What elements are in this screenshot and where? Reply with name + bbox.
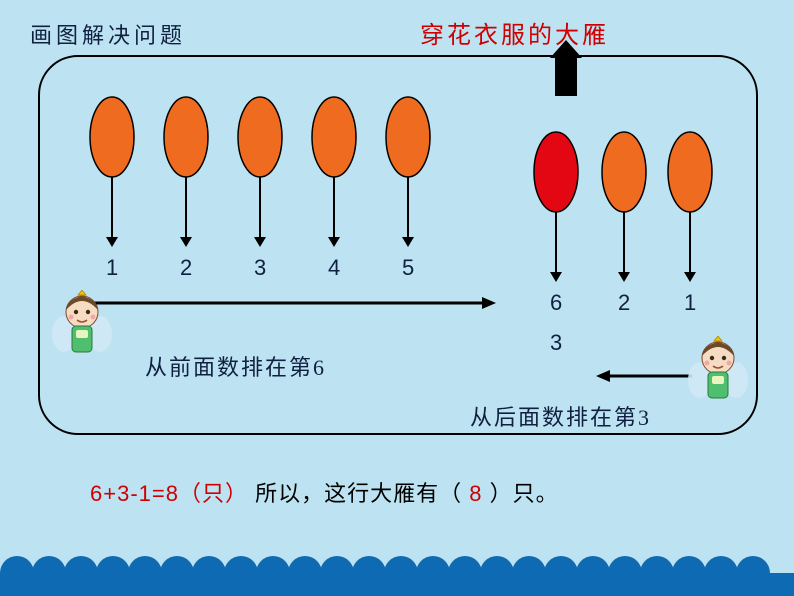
- answer-equation: 6+3-1=8（只）: [90, 481, 248, 506]
- balloon-number-7: 2: [618, 290, 630, 316]
- wave-decoration: [0, 558, 794, 596]
- caption-from-back: 从后面数排在第3: [470, 400, 651, 432]
- right-to-left-arrow-icon: [596, 368, 692, 389]
- balloon-number-5: 5: [402, 255, 414, 281]
- balloon-number-6-second: 3: [550, 330, 562, 356]
- answer-value: 8: [469, 481, 489, 506]
- fairy-right-icon: [686, 336, 750, 411]
- balloon-7: [600, 130, 648, 284]
- balloon-8: [666, 130, 714, 284]
- balloon-3: [236, 95, 284, 249]
- balloon-number-4: 4: [328, 255, 340, 281]
- balloon-6: [532, 130, 580, 284]
- balloon-1: [88, 95, 136, 249]
- answer-tail: ）只。: [490, 481, 559, 506]
- fairy-left-icon: [50, 290, 114, 365]
- up-arrow-icon: [545, 40, 587, 105]
- balloon-number-3: 3: [254, 255, 266, 281]
- left-to-right-arrow-icon: [80, 295, 496, 316]
- balloon-number-1: 1: [106, 255, 118, 281]
- caption-from-front: 从前面数排在第6: [145, 350, 326, 382]
- balloon-2: [162, 95, 210, 249]
- balloon-number-2: 2: [180, 255, 192, 281]
- balloon-4: [310, 95, 358, 249]
- balloon-number-8: 1: [684, 290, 696, 316]
- answer-line: 6+3-1=8（只） 所以，这行大雁有（ 8 ）只。: [90, 476, 559, 508]
- answer-mid: 所以，这行大雁有（: [255, 481, 462, 506]
- balloon-number-6: 6: [550, 290, 562, 316]
- balloon-5: [384, 95, 432, 249]
- title-left: 画图解决问题: [30, 18, 186, 50]
